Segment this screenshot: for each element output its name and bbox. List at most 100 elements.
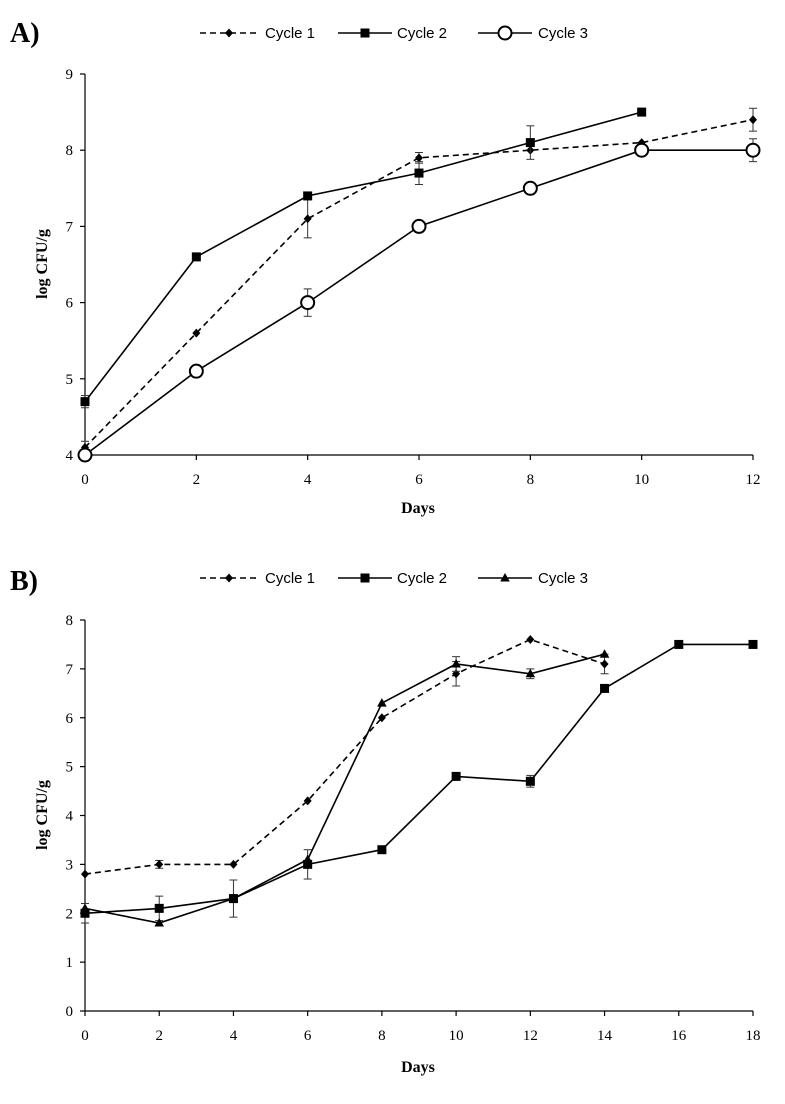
legend-label: Cycle 2 (397, 25, 447, 42)
y-tick-label-b: 2 (66, 906, 74, 922)
x-tick-label-b: 4 (230, 1028, 238, 1044)
x-tick-label-a: 4 (304, 472, 312, 488)
data-point (81, 869, 89, 879)
data-point (748, 639, 758, 649)
legend-label: Cycle 3 (538, 25, 588, 42)
legend-marker (360, 573, 370, 583)
data-point (414, 168, 424, 178)
legend-label: Cycle 1 (265, 570, 315, 587)
panel-a: A) Cycle 1 Cycle 2 Cycle 3 4 5 6 7 8 9 0 2 4 6 8 10 12… (10, 18, 761, 517)
data-point (600, 659, 609, 669)
y-tick-label-b: 6 (66, 711, 74, 727)
data-point (525, 776, 535, 786)
series-a-2 (80, 107, 647, 409)
y-tick-label-b: 5 (66, 760, 74, 776)
legend-item-b-1: Cycle 1 (200, 570, 315, 587)
panel-label-b: B) (10, 566, 38, 597)
data-point (525, 138, 535, 148)
x-tick-label-b: 14 (597, 1028, 613, 1044)
y-tick-label-b: 4 (66, 809, 74, 825)
series-line-a-2 (84, 111, 642, 403)
y-tick-label-a: 5 (66, 372, 74, 388)
y-tick-label-a: 6 (66, 296, 74, 312)
data-point (303, 859, 313, 869)
data-point (634, 142, 650, 158)
x-tick-label-b: 6 (304, 1028, 312, 1044)
series-b-3 (80, 649, 610, 927)
y-tick-label-a: 9 (66, 67, 74, 83)
panel-label-a: A) (10, 18, 40, 49)
legend-item-a-3: Cycle 3 (478, 25, 588, 42)
series-line-b-2 (84, 643, 753, 915)
y-tick-label-a: 4 (66, 448, 74, 464)
data-point (377, 698, 387, 707)
x-tick-label-a: 2 (193, 472, 201, 488)
data-point (191, 252, 201, 262)
legend-label: Cycle 1 (265, 25, 315, 42)
legend-marker (360, 28, 370, 38)
legend-label: Cycle 2 (397, 570, 447, 587)
data-point (674, 639, 684, 649)
x-axis-title-b: Days (401, 1059, 435, 1076)
x-tick-label-b: 18 (746, 1028, 761, 1044)
y-axis-title-a: log CFU/g (34, 229, 51, 299)
data-point (154, 903, 164, 913)
plot-area-a (77, 107, 761, 463)
plot-area-b (80, 635, 758, 927)
x-tick-label-b: 2 (155, 1028, 163, 1044)
data-point (745, 142, 761, 158)
data-point (303, 191, 313, 201)
data-point (77, 447, 93, 463)
x-tick-label-b: 16 (671, 1028, 687, 1044)
data-point (525, 668, 536, 678)
data-point (377, 713, 386, 723)
data-point (637, 107, 647, 117)
y-tick-label-b: 1 (66, 955, 74, 971)
x-tick-label-b: 10 (449, 1028, 464, 1044)
x-tick-label-b: 0 (81, 1028, 89, 1044)
data-point (526, 635, 535, 645)
data-point (188, 363, 204, 379)
legend-marker (497, 25, 513, 41)
data-point (415, 153, 423, 163)
series-a-3 (77, 138, 761, 463)
x-tick-label-a: 12 (746, 472, 761, 488)
y-tick-label-a: 8 (66, 143, 74, 159)
x-tick-label-b: 8 (378, 1028, 386, 1044)
data-point (303, 214, 312, 224)
data-point (80, 397, 90, 407)
data-point (303, 796, 312, 806)
data-point (302, 854, 313, 863)
legend-item-a-2: Cycle 2 (338, 25, 447, 42)
legend-item-b-2: Cycle 2 (338, 570, 447, 587)
data-point (229, 859, 238, 869)
data-point (154, 918, 165, 927)
data-point (522, 180, 538, 196)
x-tick-label-a: 0 (81, 472, 89, 488)
y-tick-label-b: 7 (66, 662, 74, 678)
axes-a: 4 5 6 7 8 9 0 2 4 6 8 10 12 (66, 67, 761, 488)
legend-a: Cycle 1 Cycle 2 Cycle 3 (200, 25, 588, 42)
x-tick-label-b: 12 (523, 1028, 538, 1044)
data-point (80, 903, 90, 912)
y-tick-label-b: 0 (66, 1004, 74, 1020)
legend-marker (500, 573, 510, 582)
data-point (600, 683, 610, 693)
data-point (80, 908, 90, 918)
legend-item-b-3: Cycle 3 (478, 570, 588, 587)
data-point (228, 893, 239, 903)
data-point (300, 295, 316, 311)
series-line-b-1 (84, 638, 605, 875)
series-b-2 (80, 639, 758, 924)
data-point (749, 115, 757, 125)
legend-item-a-1: Cycle 1 (200, 25, 315, 42)
x-axis-title-a: Days (401, 500, 435, 517)
legend-marker (225, 28, 233, 38)
y-tick-label-b: 8 (66, 613, 74, 629)
data-point (192, 328, 201, 338)
y-tick-label-b: 3 (66, 857, 74, 873)
y-tick-label-a: 7 (66, 219, 74, 235)
data-point (155, 859, 164, 869)
